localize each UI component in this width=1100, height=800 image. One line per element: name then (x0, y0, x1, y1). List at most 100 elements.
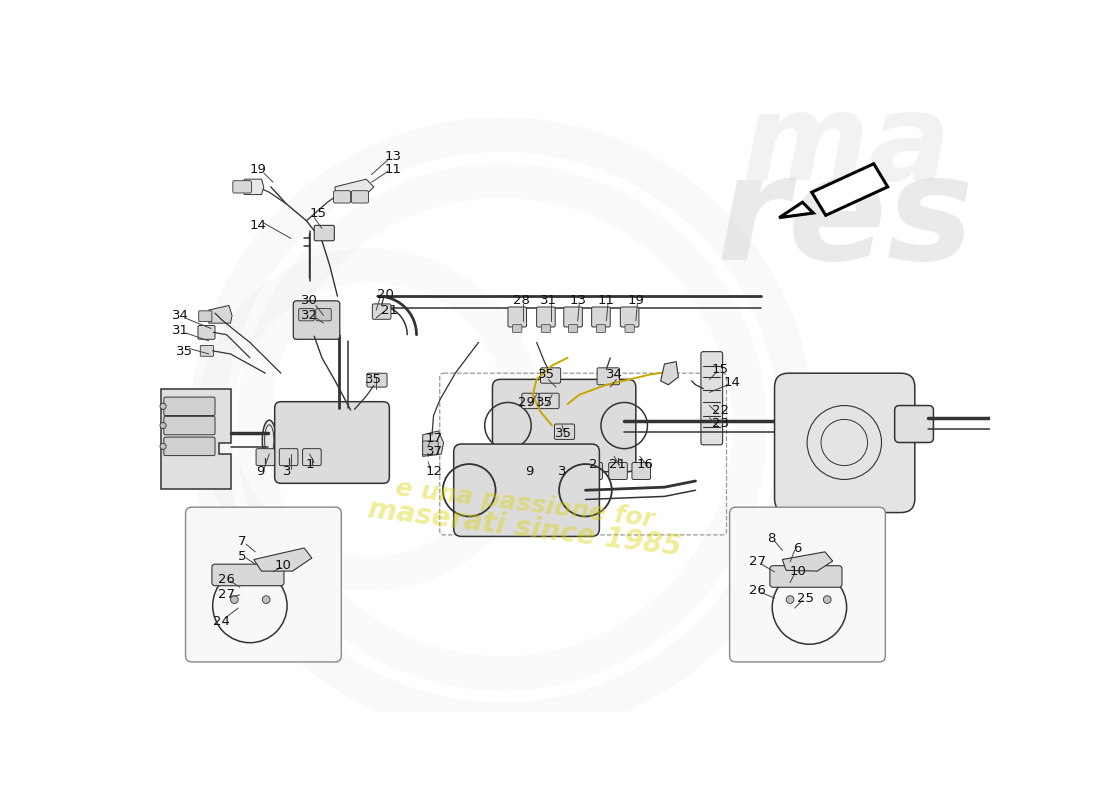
FancyBboxPatch shape (372, 304, 390, 319)
Text: 9: 9 (525, 466, 533, 478)
FancyBboxPatch shape (299, 309, 315, 321)
FancyBboxPatch shape (770, 566, 842, 587)
Text: 22: 22 (712, 404, 729, 417)
Text: 31: 31 (540, 294, 557, 306)
FancyBboxPatch shape (563, 307, 582, 327)
FancyBboxPatch shape (584, 462, 603, 479)
FancyBboxPatch shape (164, 437, 215, 455)
Text: 3: 3 (558, 466, 566, 478)
Text: 21: 21 (381, 303, 398, 317)
Text: 37: 37 (426, 446, 443, 458)
Text: 15: 15 (712, 363, 729, 376)
Text: 13: 13 (569, 294, 586, 306)
FancyBboxPatch shape (539, 394, 559, 409)
FancyBboxPatch shape (198, 326, 214, 339)
Circle shape (160, 422, 166, 429)
Text: 35: 35 (556, 426, 572, 440)
Text: 14: 14 (724, 376, 740, 389)
FancyBboxPatch shape (701, 352, 723, 445)
FancyBboxPatch shape (537, 307, 556, 327)
FancyBboxPatch shape (233, 181, 252, 193)
FancyBboxPatch shape (212, 564, 284, 586)
Text: 24: 24 (212, 614, 230, 628)
Text: 26: 26 (749, 584, 766, 597)
FancyBboxPatch shape (508, 307, 527, 327)
FancyBboxPatch shape (367, 373, 387, 387)
Text: 35: 35 (536, 396, 553, 409)
Ellipse shape (262, 420, 276, 460)
FancyBboxPatch shape (631, 462, 650, 479)
FancyBboxPatch shape (256, 449, 275, 466)
Text: 35: 35 (365, 373, 383, 386)
Text: 32: 32 (301, 309, 318, 322)
Text: maserati since 1985: maserati since 1985 (366, 496, 683, 562)
Text: 10: 10 (790, 566, 806, 578)
FancyBboxPatch shape (608, 462, 627, 479)
FancyBboxPatch shape (541, 325, 551, 332)
Circle shape (160, 443, 166, 450)
Text: 9: 9 (256, 466, 264, 478)
Circle shape (786, 596, 794, 603)
Text: 30: 30 (301, 294, 318, 307)
Text: 8: 8 (768, 532, 776, 546)
Text: 27: 27 (218, 589, 235, 602)
FancyBboxPatch shape (774, 373, 915, 513)
Text: 10: 10 (275, 559, 292, 572)
FancyBboxPatch shape (521, 394, 539, 409)
Text: ma: ma (741, 87, 952, 205)
FancyBboxPatch shape (316, 309, 331, 321)
Text: 21: 21 (609, 458, 627, 470)
FancyBboxPatch shape (894, 406, 934, 442)
Text: 6: 6 (793, 542, 802, 555)
FancyBboxPatch shape (275, 402, 389, 483)
FancyBboxPatch shape (422, 441, 438, 455)
FancyBboxPatch shape (592, 307, 611, 327)
Text: 17: 17 (426, 432, 443, 445)
Polygon shape (782, 552, 833, 571)
FancyBboxPatch shape (540, 368, 561, 383)
Circle shape (262, 596, 270, 603)
Ellipse shape (578, 468, 593, 513)
Text: 34: 34 (606, 368, 623, 382)
Text: 20: 20 (377, 288, 394, 301)
Text: 12: 12 (426, 466, 443, 478)
FancyBboxPatch shape (453, 444, 600, 537)
Polygon shape (779, 202, 813, 218)
Ellipse shape (617, 404, 631, 446)
Text: 23: 23 (712, 417, 729, 430)
Text: 19: 19 (250, 162, 266, 176)
Text: 34: 34 (172, 309, 188, 322)
Text: 1: 1 (306, 458, 313, 470)
Text: 29: 29 (518, 396, 535, 409)
FancyBboxPatch shape (200, 346, 213, 356)
Text: 3: 3 (283, 466, 292, 478)
FancyBboxPatch shape (620, 307, 639, 327)
FancyBboxPatch shape (199, 311, 212, 322)
FancyBboxPatch shape (554, 424, 574, 439)
Circle shape (231, 596, 239, 603)
Polygon shape (422, 431, 443, 456)
Polygon shape (161, 389, 231, 489)
FancyBboxPatch shape (551, 462, 569, 479)
Circle shape (824, 596, 832, 603)
Text: 11: 11 (598, 294, 615, 306)
Polygon shape (242, 179, 264, 194)
Text: 35: 35 (176, 345, 192, 358)
FancyBboxPatch shape (625, 325, 635, 332)
Text: 14: 14 (250, 219, 266, 232)
Circle shape (160, 403, 166, 410)
Text: 13: 13 (385, 150, 402, 162)
Polygon shape (812, 164, 888, 215)
Text: 11: 11 (385, 162, 402, 176)
Text: 16: 16 (637, 458, 653, 470)
FancyBboxPatch shape (164, 397, 215, 415)
Text: e una passione for: e una passione for (394, 476, 656, 532)
FancyBboxPatch shape (351, 190, 369, 203)
FancyBboxPatch shape (279, 449, 298, 466)
FancyBboxPatch shape (597, 368, 619, 385)
Polygon shape (209, 306, 232, 323)
FancyBboxPatch shape (315, 226, 334, 241)
Ellipse shape (500, 404, 515, 446)
Text: 19: 19 (627, 294, 645, 306)
Text: 35: 35 (538, 368, 556, 382)
